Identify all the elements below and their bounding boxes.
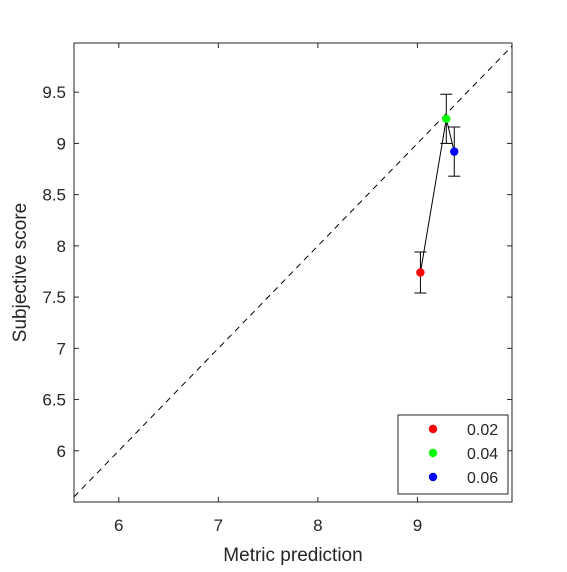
y-tick-label: 9.5 — [42, 83, 66, 102]
y-tick-label: 7.5 — [42, 288, 66, 307]
y-tick-label: 6 — [57, 442, 66, 461]
legend-label: 0.04 — [467, 446, 498, 463]
y-tick-label: 7 — [57, 339, 66, 358]
legend-box — [397, 414, 509, 495]
legend-marker — [428, 448, 438, 458]
data-point-group — [414, 251, 427, 294]
y-tick-label: 6.5 — [42, 391, 66, 410]
data-point-group — [448, 126, 461, 177]
data-point — [416, 268, 425, 277]
axis-ticks — [74, 43, 512, 502]
y-tick-label: 8.5 — [42, 186, 66, 205]
x-tick-label: 9 — [413, 516, 422, 535]
legend: 0.02 0.04 0.06 — [397, 414, 509, 495]
legend-marker — [428, 424, 438, 434]
x-axis-label: Metric prediction — [223, 545, 362, 566]
legend-label: 0.06 — [467, 470, 498, 487]
legend-marker — [428, 472, 438, 482]
x-tick-label: 7 — [214, 516, 223, 535]
y-tick-label: 9 — [57, 134, 66, 153]
x-tick-label: 6 — [114, 516, 123, 535]
data-point-group — [440, 93, 453, 144]
axis-tick-labels: 6 7 8 9 6 6.5 7 7.5 8 8.5 9 9.5 — [42, 83, 422, 535]
data-point — [442, 114, 451, 124]
y-axis-label: Subjective score — [10, 203, 31, 342]
y-tick-label: 8 — [57, 237, 66, 256]
legend-label: 0.02 — [467, 422, 498, 439]
x-tick-label: 8 — [313, 516, 322, 535]
data-point — [450, 147, 459, 156]
